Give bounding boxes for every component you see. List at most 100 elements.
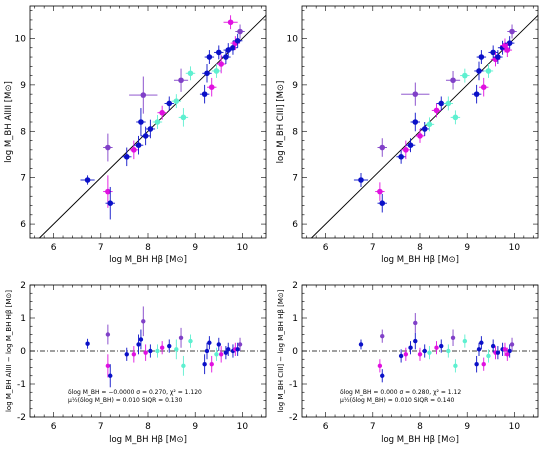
stats-line-2: μ½(δlog M_BH) = 0.010 SIQR = 0.140 — [340, 397, 454, 404]
data-point — [207, 336, 212, 350]
data-point — [405, 138, 416, 153]
y-tick-label: 8 — [20, 127, 26, 137]
marker — [490, 343, 496, 349]
data-point — [204, 342, 210, 360]
data-point — [188, 334, 193, 348]
marker — [486, 353, 491, 359]
data-point — [209, 355, 214, 373]
marker — [495, 54, 501, 60]
data-point — [80, 175, 95, 185]
marker — [223, 350, 229, 355]
data-point — [136, 108, 146, 136]
data-point — [159, 341, 165, 355]
data-point — [202, 354, 207, 375]
marker — [227, 19, 234, 26]
marker — [398, 353, 404, 359]
y-axis-label: log M_BH CIII] [M⊙] — [276, 81, 286, 164]
marker — [237, 28, 243, 35]
marker — [167, 343, 172, 349]
marker — [204, 348, 210, 354]
x-tick-label: 7 — [370, 243, 376, 253]
marker — [237, 342, 243, 347]
marker — [476, 68, 482, 74]
panel-top-left: log M_BH Hβ [M⊙] log M_BH AlIII [M⊙] 6 7 8… — [4, 5, 267, 265]
data-point — [460, 68, 470, 83]
marker — [214, 352, 219, 357]
marker — [178, 77, 184, 84]
marker — [403, 147, 409, 153]
marker — [148, 348, 153, 354]
data-point — [410, 112, 420, 132]
data-point — [221, 50, 231, 64]
data-point — [377, 138, 387, 157]
marker — [434, 345, 439, 350]
marker — [478, 54, 485, 60]
y-tick-label: -1 — [289, 380, 298, 390]
panel-bottom-left: log M_BH Hβ [M⊙] log M_BH AlIII − log M_… — [5, 281, 267, 445]
marker — [206, 54, 213, 60]
y-tick-label: 2 — [292, 281, 298, 291]
plot-frame — [29, 5, 267, 239]
data-point — [502, 342, 508, 356]
data-point — [226, 342, 231, 356]
marker — [358, 177, 364, 183]
data-point — [422, 344, 427, 358]
marker — [140, 92, 147, 98]
marker — [226, 347, 231, 352]
marker — [187, 70, 194, 77]
marker — [438, 100, 445, 107]
marker — [439, 343, 444, 349]
stats-line-1: δlog M_BH = 0.000 σ = 0.280, χ² = 1.12 — [340, 389, 461, 396]
panel-bottom-right: log M_BH Hβ [M⊙] log M_BH CIII] − log M_… — [277, 281, 539, 445]
data-point — [155, 344, 160, 358]
marker — [225, 47, 232, 53]
y-tick-label: 7 — [292, 174, 298, 184]
marker — [407, 142, 414, 148]
data-point — [507, 344, 512, 358]
data-point — [380, 329, 385, 343]
y-tick-label: 1 — [292, 314, 298, 324]
y-tick-label: 2 — [20, 281, 26, 291]
x-tick-label: 10 — [509, 243, 521, 253]
x-tick-label: 6 — [323, 422, 329, 432]
data-point — [479, 336, 484, 350]
y-axis-label: log M_BH AlIII − log M_BH Hβ [M⊙] — [5, 290, 13, 412]
data-point — [445, 70, 461, 90]
marker — [380, 333, 385, 339]
marker — [481, 362, 486, 367]
marker — [202, 362, 207, 367]
data-point — [474, 61, 484, 81]
data-point — [223, 43, 233, 58]
data-point — [476, 50, 487, 64]
y-tick-label: 9 — [292, 81, 298, 91]
y-tick-label: 9 — [20, 81, 26, 91]
marker — [105, 363, 111, 369]
data-point — [108, 364, 113, 388]
data-point — [446, 344, 451, 358]
panel-top-right: log M_BH Hβ [M⊙] log M_BH CIII] [M⊙] 6 7 8… — [276, 5, 539, 265]
data-point — [358, 339, 364, 350]
x-tick-label: 9 — [464, 422, 470, 432]
marker — [480, 84, 487, 90]
marker — [462, 72, 468, 79]
marker — [216, 342, 221, 347]
marker — [218, 352, 224, 357]
marker — [84, 177, 91, 183]
marker — [446, 348, 451, 354]
data-point — [223, 15, 238, 30]
data-point — [171, 94, 182, 109]
x-tick-label: 8 — [417, 422, 423, 432]
x-tick-label: 9 — [464, 243, 470, 253]
marker — [131, 352, 137, 357]
x-tick-label: 8 — [145, 422, 151, 432]
data-point — [500, 38, 510, 53]
data-point — [143, 344, 148, 361]
marker — [204, 70, 210, 77]
data-point — [509, 337, 515, 351]
data-point — [202, 64, 212, 83]
data-point — [185, 66, 196, 81]
data-point — [450, 329, 456, 347]
marker — [509, 28, 515, 35]
x-axis-label: log M_BH Hβ [M⊙] — [109, 435, 187, 445]
marker — [380, 373, 385, 378]
